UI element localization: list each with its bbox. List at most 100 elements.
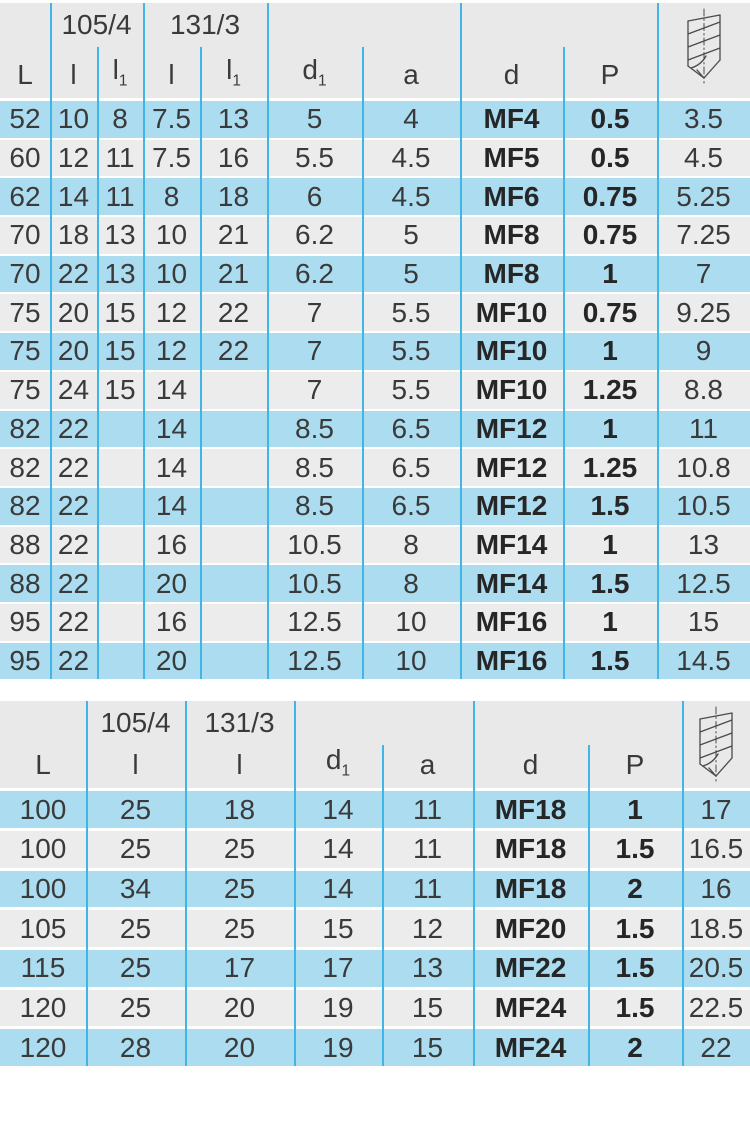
table-cell: 70 — [0, 255, 50, 293]
column-header-base: l — [168, 59, 175, 90]
table-row: 52 10 8 7.5 13 5 4 MF4 0.5 3.5 — [0, 101, 750, 138]
column-header-text: l — [132, 751, 138, 779]
column-header: P — [563, 47, 657, 98]
table-cell: 10 — [143, 217, 200, 254]
table-cell: 7.5 — [143, 101, 200, 138]
table-cell: MF10 — [460, 294, 563, 332]
table-cell: 22 — [50, 487, 97, 525]
table-cell: 1.5 — [563, 642, 657, 680]
grid-line — [682, 701, 684, 1067]
table-cell: 15 — [294, 910, 382, 948]
table-cell: 95 — [0, 642, 50, 680]
table-cell: 1.5 — [588, 950, 682, 987]
grid-line — [97, 47, 99, 680]
table-row: 75 20 15 12 22 7 5.5 MF10 0.75 9.25 — [0, 294, 750, 332]
table-cell: 9.25 — [657, 294, 750, 332]
table-cell: 25 — [86, 989, 185, 1027]
table-row: 95 22 20 12.5 10 MF16 1.5 14.5 — [0, 642, 750, 680]
table-cell: 18 — [185, 791, 294, 828]
table-cell: 5.5 — [267, 139, 362, 177]
table-cell: 22 — [50, 410, 97, 448]
table-cell: 13 — [657, 526, 750, 564]
table-row: 88 22 16 10.5 8 MF14 1 13 — [0, 526, 750, 564]
table-cell: 19 — [294, 989, 382, 1027]
table-cell: 20 — [50, 333, 97, 370]
table-cell: 22 — [50, 449, 97, 486]
table-cell: 9 — [657, 333, 750, 370]
table-cell: 12.5 — [657, 565, 750, 602]
table-cell: 1.5 — [563, 487, 657, 525]
grid-line — [460, 3, 462, 680]
table-cell: 17 — [294, 950, 382, 987]
table-cell: 17 — [682, 791, 750, 828]
table-row: 82 22 14 8.5 6.5 MF12 1 11 — [0, 410, 750, 448]
table-cell — [200, 526, 267, 564]
column-header: d1 — [267, 47, 362, 98]
column-header-subscript: 1 — [118, 72, 128, 90]
table-cell: MF16 — [460, 603, 563, 641]
column-header-base: l — [226, 54, 233, 85]
table-body: 100 25 18 14 11 MF18 1 17 100 25 25 14 11 MF18 1.5 16.5… — [0, 791, 750, 1067]
column-header-text: P — [626, 751, 645, 779]
table-cell: MF12 — [460, 410, 563, 448]
table-cell: MF22 — [473, 950, 588, 987]
table-cell: 20.5 — [682, 950, 750, 987]
table-cell: 20 — [185, 1029, 294, 1067]
table-cell: 14 — [143, 410, 200, 448]
table-cell: 20 — [143, 565, 200, 602]
table-cell: 10 — [143, 255, 200, 293]
column-header-base: a — [403, 59, 419, 90]
table-cell: 1.5 — [563, 565, 657, 602]
table-cell: 25 — [86, 791, 185, 828]
column-header-base: P — [600, 59, 620, 90]
table-cell: 7 — [267, 371, 362, 409]
table-cell: 15 — [382, 989, 473, 1027]
table-row: 62 14 11 8 18 6 4.5 MF6 0.75 5.25 — [0, 178, 750, 216]
table-cell: 14 — [143, 371, 200, 409]
table-cell: 1.5 — [588, 989, 682, 1027]
table-cell: 0.5 — [563, 139, 657, 177]
table-cell: 20 — [185, 989, 294, 1027]
table-cell: 15 — [97, 333, 143, 370]
table-cell: 7 — [267, 294, 362, 332]
table-cell: 10 — [362, 642, 460, 680]
table-cell: 20 — [143, 642, 200, 680]
column-header: a — [382, 745, 473, 788]
table-cell: 11 — [382, 870, 473, 908]
table-cell: 0.75 — [563, 217, 657, 254]
table-cell: 100 — [0, 791, 86, 828]
table-cell: 8 — [143, 178, 200, 216]
column-header-text: l — [168, 61, 174, 89]
table-cell: MF18 — [473, 791, 588, 828]
table-cell: 0.75 — [563, 178, 657, 216]
column-header-base: d — [503, 59, 520, 90]
table-cell: 8.5 — [267, 410, 362, 448]
table-cell: 7 — [657, 255, 750, 293]
grid-line — [185, 701, 187, 1067]
column-header-text: a — [403, 61, 419, 89]
table-row: 100 25 18 14 11 MF18 1 17 — [0, 791, 750, 828]
table-cell: 25 — [185, 870, 294, 908]
column-header: a — [362, 47, 460, 98]
table-cell: 17 — [185, 950, 294, 987]
table-cell: 1 — [588, 791, 682, 828]
table-cell: 5 — [362, 217, 460, 254]
table-row: 88 22 20 10.5 8 MF14 1.5 12.5 — [0, 565, 750, 602]
table-cell: 8 — [97, 101, 143, 138]
table-cell: 105 — [0, 910, 86, 948]
column-header: L — [0, 47, 50, 98]
table-cell: 1 — [563, 526, 657, 564]
table-cell: 12 — [143, 294, 200, 332]
table-cell: MF16 — [460, 642, 563, 680]
table-cell: 1 — [563, 255, 657, 293]
table-cell: 1 — [563, 333, 657, 370]
table-cell: 11 — [382, 791, 473, 828]
table-cell: 6.5 — [362, 487, 460, 525]
table-cell: 21 — [200, 255, 267, 293]
table-cell: MF10 — [460, 371, 563, 409]
column-group-label: 131/3 — [143, 3, 267, 47]
table-cell — [97, 565, 143, 602]
table-cell: 0.5 — [563, 101, 657, 138]
